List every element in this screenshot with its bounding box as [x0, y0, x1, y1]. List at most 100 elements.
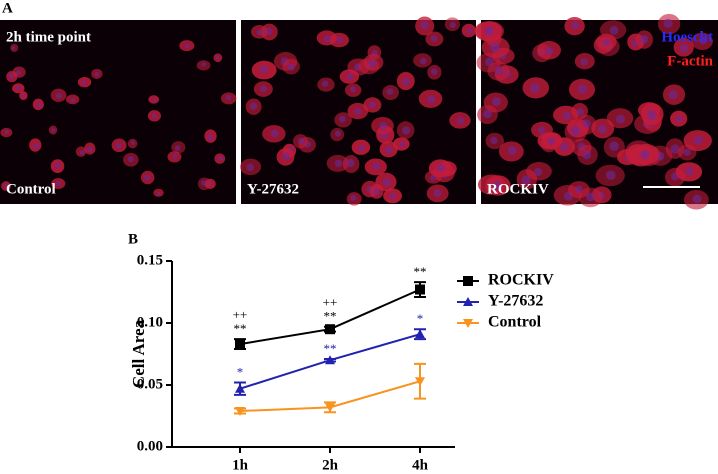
nucleus: [368, 59, 377, 67]
nucleus: [575, 185, 583, 194]
y-tick-label: 0.05: [137, 376, 163, 392]
nucleus: [218, 156, 223, 161]
nucleus: [537, 126, 546, 134]
nucleus: [369, 101, 376, 109]
nucleus: [152, 98, 157, 103]
panel-label: B: [128, 231, 138, 247]
nucleus: [323, 35, 331, 43]
nucleus: [692, 194, 702, 204]
nucleus: [585, 192, 595, 202]
y-tick-label: 0.10: [137, 314, 163, 330]
nucleus: [430, 174, 437, 181]
nucleus: [609, 141, 619, 151]
nucleus: [20, 93, 25, 98]
nucleus: [456, 116, 465, 125]
nucleus: [256, 29, 263, 36]
nucleus: [259, 85, 267, 93]
nucleus: [336, 36, 343, 44]
nucleus: [615, 114, 625, 124]
nucleus: [282, 152, 291, 161]
significance: ++: [323, 295, 338, 310]
nucleus: [484, 26, 494, 36]
image-caption: Control: [6, 181, 56, 197]
micrograph: [0, 20, 236, 204]
nucleus: [533, 167, 543, 177]
nucleus: [385, 146, 393, 154]
nucleus: [494, 66, 503, 75]
nucleus: [11, 46, 16, 51]
nucleus: [490, 42, 500, 53]
nucleus: [685, 166, 694, 176]
nucleus: [402, 77, 411, 86]
image-caption: ROCKIV: [487, 181, 549, 197]
nucleus: [8, 73, 14, 79]
image-caption: Y-27632: [247, 181, 299, 197]
nucleus: [420, 57, 427, 65]
nucleus: [670, 144, 680, 154]
nucleus: [646, 110, 657, 121]
nucleus: [350, 86, 357, 93]
nucleus: [560, 142, 569, 151]
nucleus: [127, 156, 134, 163]
nucleus: [402, 126, 411, 135]
nucleus: [70, 97, 76, 103]
nucleus: [297, 137, 305, 145]
nucleus: [699, 36, 708, 45]
marker: [325, 355, 335, 365]
time-label: 2h time point: [6, 29, 91, 45]
marker: [463, 297, 473, 306]
nucleus: [206, 133, 213, 141]
marker: [415, 284, 425, 295]
nucleus: [357, 144, 365, 152]
significance: **: [324, 341, 337, 356]
nucleus: [36, 102, 42, 108]
nucleus: [609, 25, 619, 35]
marker: [235, 383, 245, 393]
nucleus: [4, 129, 9, 135]
nucleus: [174, 145, 181, 151]
significance: **: [414, 264, 427, 279]
nucleus: [33, 143, 40, 150]
nucleus: [521, 175, 531, 185]
nucleus: [372, 162, 381, 171]
marker: [463, 319, 473, 328]
y-axis-label: Cell Area: [129, 319, 148, 388]
nucleus: [55, 92, 62, 99]
nucleus: [249, 102, 258, 110]
nucleus: [675, 115, 683, 123]
nucleus: [433, 189, 442, 198]
nucleus: [56, 181, 61, 186]
nucleus: [576, 108, 584, 116]
nucleus: [399, 141, 406, 148]
significance: ++: [233, 307, 248, 322]
stain-label: F-actin: [667, 53, 713, 69]
nucleus: [663, 18, 673, 29]
nucleus: [491, 97, 502, 107]
nucleus: [492, 181, 502, 191]
nucleus: [246, 163, 254, 172]
nucleus: [640, 149, 650, 160]
nucleus: [54, 162, 61, 169]
significance: **: [324, 309, 337, 324]
nucleus: [507, 146, 517, 156]
nucleus: [683, 148, 691, 156]
nucleus: [530, 83, 540, 93]
nucleus: [130, 140, 135, 145]
nucleus: [225, 94, 232, 101]
nucleus: [430, 35, 438, 42]
nucleus: [51, 128, 56, 133]
nucleus: [436, 163, 445, 172]
nucleus: [603, 38, 611, 47]
x-tick-label: 4h: [412, 457, 429, 473]
marker: [235, 407, 245, 417]
marker: [463, 276, 473, 286]
nucleus: [334, 130, 341, 137]
stain-label: Hoescht: [661, 29, 713, 45]
nucleus: [3, 183, 9, 188]
nucleus: [639, 35, 649, 44]
y-tick-label: 0.15: [137, 252, 163, 268]
nucleus: [449, 21, 456, 29]
nucleus: [547, 137, 556, 146]
nucleus: [350, 194, 357, 201]
nucleus: [346, 159, 355, 168]
